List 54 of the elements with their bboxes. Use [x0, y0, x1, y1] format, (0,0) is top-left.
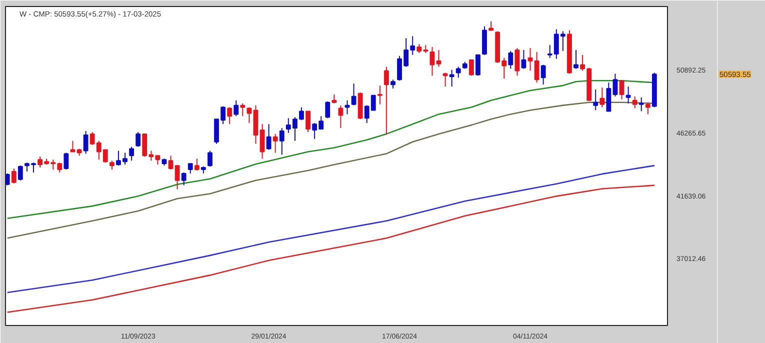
- candlestick: [619, 80, 624, 100]
- candlestick: [246, 106, 252, 124]
- line-series: [6, 164, 656, 294]
- candlestick: [442, 72, 448, 88]
- candlestick: [638, 96, 644, 112]
- candlestick: [384, 66, 389, 134]
- candlestick: [188, 163, 193, 174]
- candlestick: [266, 124, 272, 150]
- candlestick: [18, 165, 23, 181]
- candlestick: [338, 104, 344, 129]
- candlestick: [306, 110, 310, 132]
- candlestick: [626, 86, 631, 104]
- candlestick: [11, 168, 16, 184]
- candlestick: [325, 100, 330, 119]
- candlestick: [136, 131, 141, 148]
- candlestick: [279, 128, 284, 156]
- candlestick: [534, 51, 540, 84]
- candlestick: [521, 49, 526, 70]
- candlestick: [430, 46, 435, 76]
- candlestick: [377, 85, 382, 105]
- candlestick: [475, 54, 480, 76]
- candlestick: [456, 66, 461, 78]
- candlestick: [168, 155, 174, 170]
- candlestick: [344, 100, 350, 115]
- candlestick: [593, 89, 598, 111]
- candlestick: [234, 100, 239, 117]
- candlestick: [449, 69, 454, 88]
- candlestick: [612, 73, 618, 97]
- candlestick: [6, 172, 10, 186]
- candlestick: [351, 83, 356, 106]
- candlestick: [468, 59, 474, 76]
- candlestick: [574, 49, 578, 70]
- candlestick: [64, 152, 69, 170]
- candlestick: [514, 48, 520, 76]
- candlestick: [645, 102, 650, 115]
- candlestick: [240, 102, 246, 117]
- candlestick: [272, 133, 278, 154]
- candlestick: [227, 106, 232, 125]
- candlestick: [540, 64, 546, 86]
- line-series: [6, 184, 656, 313]
- candlestick: [600, 87, 605, 108]
- candlestick: [528, 48, 533, 72]
- candlestick: [632, 96, 638, 109]
- candlestick: [208, 150, 212, 168]
- candlestick: [194, 158, 200, 171]
- candlestick: [83, 130, 88, 154]
- candlestick: [129, 146, 134, 162]
- candlestick: [181, 172, 186, 186]
- candlestick: [174, 165, 180, 190]
- candlestick: [482, 26, 487, 56]
- candlestick: [260, 124, 265, 160]
- candlestick: [436, 49, 442, 68]
- candlestick: [508, 50, 514, 70]
- candlestick: [606, 82, 612, 112]
